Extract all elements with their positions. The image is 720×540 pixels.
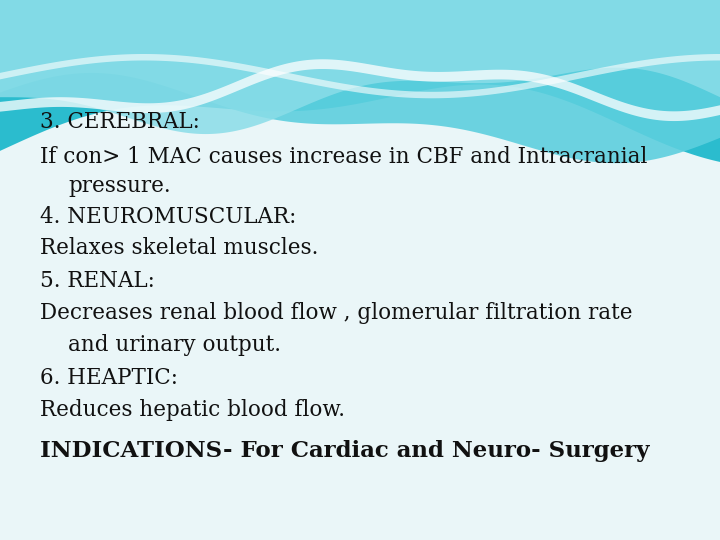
Text: Decreases renal blood flow , glomerular filtration rate: Decreases renal blood flow , glomerular … — [40, 302, 632, 324]
Polygon shape — [0, 54, 720, 98]
Polygon shape — [0, 59, 720, 121]
Text: and urinary output.: and urinary output. — [68, 334, 282, 355]
Text: pressure.: pressure. — [68, 176, 171, 197]
Polygon shape — [0, 0, 720, 163]
Text: Relaxes skeletal muscles.: Relaxes skeletal muscles. — [40, 238, 318, 259]
Text: 6. HEAPTIC:: 6. HEAPTIC: — [40, 367, 178, 389]
Text: 4. NEUROMUSCULAR:: 4. NEUROMUSCULAR: — [40, 206, 296, 228]
Polygon shape — [0, 0, 720, 134]
Text: Reduces hepatic blood flow.: Reduces hepatic blood flow. — [40, 400, 345, 421]
Polygon shape — [0, 0, 720, 162]
Text: 5. RENAL:: 5. RENAL: — [40, 270, 155, 292]
Text: INDICATIONS- For Cardiac and Neuro- Surgery: INDICATIONS- For Cardiac and Neuro- Surg… — [40, 440, 649, 462]
Text: 3. CEREBRAL:: 3. CEREBRAL: — [40, 111, 199, 132]
Text: If con> 1 MAC causes increase in CBF and Intracranial: If con> 1 MAC causes increase in CBF and… — [40, 146, 647, 167]
